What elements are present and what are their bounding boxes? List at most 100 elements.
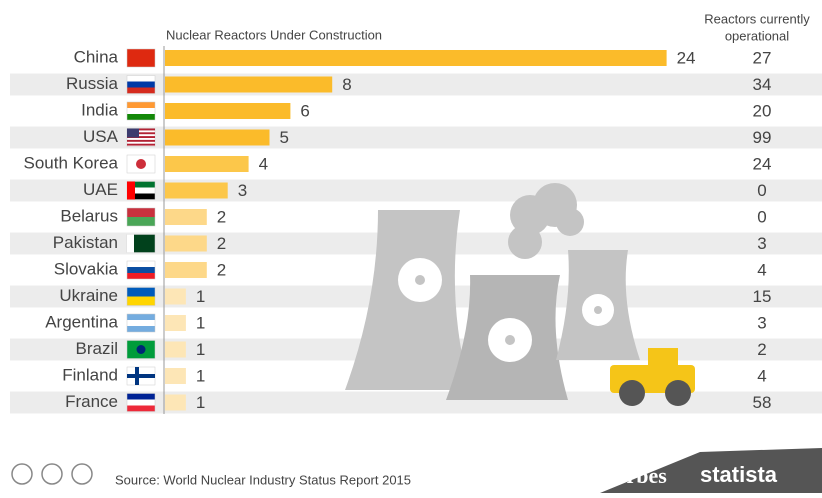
bar <box>165 262 207 278</box>
flag-part <box>127 49 155 67</box>
value-label: 1 <box>196 393 205 412</box>
flag-part <box>127 267 155 273</box>
value-label: 5 <box>280 128 289 147</box>
category-label: UAE <box>83 180 118 199</box>
operational-value: 2 <box>757 340 766 359</box>
flag-part <box>127 144 155 146</box>
flag <box>127 367 155 385</box>
category-label: China <box>74 47 119 66</box>
flag <box>127 261 155 279</box>
flag <box>127 394 155 412</box>
chart: Nuclear Reactors Under Construction Reac… <box>0 0 822 493</box>
value-label: 2 <box>217 207 226 226</box>
value-label: 1 <box>196 366 205 385</box>
bar <box>165 395 186 411</box>
flag <box>127 49 155 67</box>
flag-part <box>136 159 146 169</box>
flag-part <box>127 108 155 114</box>
operational-value: 27 <box>753 48 772 67</box>
operational-value: 20 <box>753 101 772 120</box>
operational-value: 24 <box>753 154 772 173</box>
category-label: India <box>81 100 118 119</box>
bar <box>165 236 207 252</box>
operational-value: 58 <box>753 393 772 412</box>
category-label: USA <box>83 127 119 146</box>
flag-part <box>127 406 155 412</box>
category-label: Finland <box>62 365 118 384</box>
flag-part <box>127 88 155 94</box>
chart-title: Nuclear Reactors Under Construction <box>166 27 382 42</box>
bar <box>165 130 270 146</box>
bar <box>165 50 667 66</box>
flag-part <box>127 114 155 120</box>
operational-value: 0 <box>757 207 766 226</box>
value-label: 6 <box>300 101 309 120</box>
flag-part <box>137 345 146 354</box>
flag <box>127 129 155 147</box>
category-label: Argentina <box>45 312 118 331</box>
category-label: South Korea <box>23 153 118 172</box>
value-label: 8 <box>342 75 351 94</box>
flag-part <box>127 217 155 226</box>
flag-part <box>127 273 155 279</box>
flag-part <box>127 314 155 320</box>
category-label: France <box>65 392 118 411</box>
bar <box>165 77 332 93</box>
operational-title: Reactors currently <box>704 11 810 26</box>
flag <box>127 314 155 332</box>
flag-part <box>127 140 155 142</box>
flag <box>127 235 155 253</box>
flag <box>127 341 155 359</box>
category-label: Belarus <box>60 206 118 225</box>
flag-part <box>127 76 155 82</box>
flag-part <box>127 288 155 297</box>
flag-part <box>127 102 155 108</box>
operational-value: 3 <box>757 234 766 253</box>
value-label: 4 <box>259 154 268 173</box>
value-label: 24 <box>677 48 696 67</box>
category-label: Russia <box>66 74 119 93</box>
value-label: 2 <box>217 260 226 279</box>
flag <box>127 288 155 306</box>
flag <box>127 102 155 120</box>
flag-part <box>127 235 134 253</box>
operational-value: 4 <box>757 366 766 385</box>
flag-part <box>127 182 135 200</box>
flag <box>127 155 155 173</box>
bar <box>165 156 249 172</box>
value-label: 1 <box>196 340 205 359</box>
brand: Forbes <box>602 463 667 488</box>
flag-part <box>127 82 155 88</box>
flag <box>127 182 155 200</box>
bar <box>165 342 186 358</box>
bar <box>165 315 186 331</box>
bar <box>165 368 186 384</box>
category-label: Pakistan <box>53 233 118 252</box>
flag-part <box>135 367 139 385</box>
brand: statista <box>700 462 778 487</box>
value-label: 1 <box>196 313 205 332</box>
category-label: Slovakia <box>54 259 119 278</box>
operational-value: 0 <box>757 181 766 200</box>
flag-part <box>127 374 155 378</box>
operational-value: 4 <box>757 260 766 279</box>
flag-part <box>127 208 155 217</box>
flag-part <box>127 400 155 406</box>
operational-value: 15 <box>753 287 772 306</box>
flag-part <box>127 129 139 138</box>
value-label: 2 <box>217 234 226 253</box>
flag-part <box>127 297 155 306</box>
source: Source: World Nuclear Industry Status Re… <box>115 472 411 487</box>
operational-value: 34 <box>753 75 772 94</box>
category-label: Brazil <box>75 339 118 358</box>
value-label: 1 <box>196 287 205 306</box>
operational-title: operational <box>725 28 789 43</box>
flag-part <box>127 320 155 326</box>
operational-value: 3 <box>757 313 766 332</box>
flag <box>127 76 155 94</box>
flag-part <box>127 326 155 332</box>
bar <box>165 209 207 225</box>
flag-part <box>127 394 155 400</box>
operational-value: 99 <box>753 128 772 147</box>
bar <box>165 289 186 305</box>
